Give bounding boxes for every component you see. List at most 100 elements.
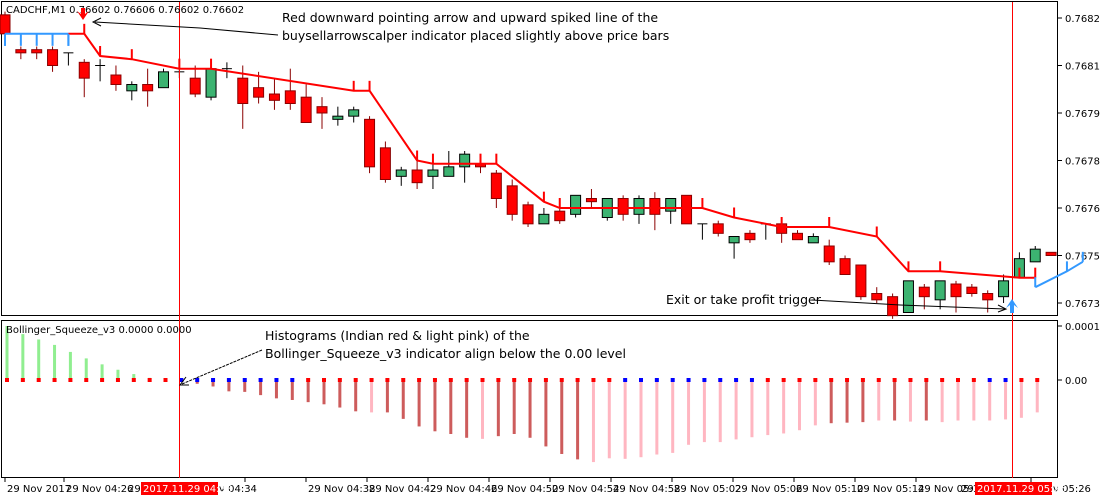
histogram-bar: [718, 380, 722, 443]
squeeze-dot: [5, 378, 9, 382]
time-tick: v 04:34: [219, 484, 257, 495]
candle: [585, 189, 597, 209]
histogram-bar: [798, 380, 801, 431]
candle: [395, 166, 407, 186]
squeeze-dot: [179, 378, 184, 382]
indicator-tick: 0.0001: [1065, 322, 1100, 333]
candle: [902, 280, 914, 314]
svg-text:29: 29: [128, 484, 141, 495]
time-tick: 29 Nov 05:06: [735, 484, 802, 495]
histogram-bar: [607, 380, 611, 459]
candle: [918, 284, 930, 310]
candle: [823, 239, 835, 266]
squeeze-dot: [591, 378, 596, 382]
squeeze-dot: [670, 378, 675, 382]
squeeze-dot: [892, 378, 897, 382]
squeeze-dot: [813, 378, 818, 382]
candle: [665, 198, 677, 224]
price-tick: 0.76735: [1065, 299, 1100, 310]
histogram-bar: [560, 380, 564, 454]
squeeze-dot: [464, 378, 469, 382]
candle: [459, 151, 471, 183]
candle: [316, 97, 328, 129]
histogram-bar: [290, 380, 294, 400]
squeeze-dot: [1019, 378, 1024, 382]
histogram-bar: [21, 334, 25, 380]
candle: [300, 84, 312, 124]
histogram-bar: [988, 380, 992, 421]
squeeze-dot: [559, 378, 564, 382]
candle: [1029, 246, 1041, 263]
squeeze-dot: [417, 378, 422, 382]
squeeze-dot: [211, 378, 216, 382]
histogram-bar: [924, 380, 928, 421]
histogram-bar: [370, 380, 374, 413]
candle: [205, 65, 217, 101]
candle: [887, 293, 899, 319]
candle: [158, 68, 169, 89]
time-highlight-exit-label: 2017.11.29 05:25: [977, 484, 1066, 495]
histogram-bar: [528, 380, 532, 438]
candle: [712, 220, 724, 237]
histogram-bar: [84, 358, 88, 380]
histogram-bar: [53, 344, 57, 380]
candle: [697, 223, 708, 240]
histogram-bar: [449, 380, 453, 434]
candle: [110, 65, 122, 91]
time-highlight-entry-label: 2017.11.29 04:33: [143, 484, 232, 495]
candle: [63, 52, 74, 66]
histogram-bar: [576, 380, 580, 460]
squeeze-dot: [353, 378, 358, 382]
main-chart-frame[interactable]: [1, 1, 1058, 316]
indicator-header: Bollinger_Squeeze_v3 0.0000 0.0000: [6, 325, 192, 336]
squeeze-dot: [432, 378, 437, 382]
histogram-bar: [417, 380, 421, 427]
svg-text:29: 29: [961, 484, 974, 495]
squeeze-dot: [195, 378, 200, 382]
squeeze-dot: [322, 378, 326, 382]
squeeze-dot: [749, 378, 754, 382]
squeeze-dot: [543, 378, 548, 382]
squeeze-dot: [274, 378, 279, 382]
histogram-bar: [893, 380, 897, 421]
candle: [934, 280, 946, 310]
histogram-bar: [908, 380, 912, 422]
candle: [839, 255, 851, 276]
squeeze-dot: [115, 378, 120, 382]
candle: [284, 68, 296, 110]
squeeze-dot: [337, 378, 342, 382]
squeeze-dot: [987, 378, 992, 382]
candle: [490, 170, 502, 209]
candle: [871, 287, 883, 304]
squeeze-dot: [1003, 378, 1008, 382]
histogram-bar: [274, 380, 278, 399]
candle: [427, 163, 439, 190]
candle: [681, 194, 693, 225]
histogram-bar: [544, 380, 548, 447]
histogram-bar: [623, 380, 627, 459]
time-tick: 29 Nov 05:10: [796, 484, 863, 495]
squeeze-dot: [163, 378, 168, 382]
histogram-bar: [671, 380, 675, 453]
histogram-bar: [845, 380, 849, 423]
candle: [728, 236, 740, 259]
candle: [744, 230, 756, 243]
price-tick: 0.76825: [1065, 14, 1100, 25]
squeeze-dot: [36, 378, 41, 382]
histogram-bar: [1035, 380, 1039, 413]
squeeze-dot: [623, 378, 628, 382]
time-highlight-exit: [975, 482, 1052, 495]
histogram-bar: [68, 351, 72, 380]
time-tick: 29 Nov 04:38: [308, 484, 375, 495]
price-tick: 0.76795: [1065, 109, 1100, 120]
squeeze-dot: [306, 378, 311, 382]
time-tick: 29 Nov 2017: [7, 484, 71, 495]
histogram-bar: [132, 374, 136, 380]
histogram-bar: [782, 380, 786, 434]
squeeze-dot: [242, 378, 247, 382]
annotation-top-line1: Red downward pointing arrow and upward s…: [282, 10, 658, 25]
squeeze-dot: [956, 378, 960, 382]
annotation-arrow-top: [91, 17, 279, 36]
squeeze-dot: [68, 378, 73, 382]
